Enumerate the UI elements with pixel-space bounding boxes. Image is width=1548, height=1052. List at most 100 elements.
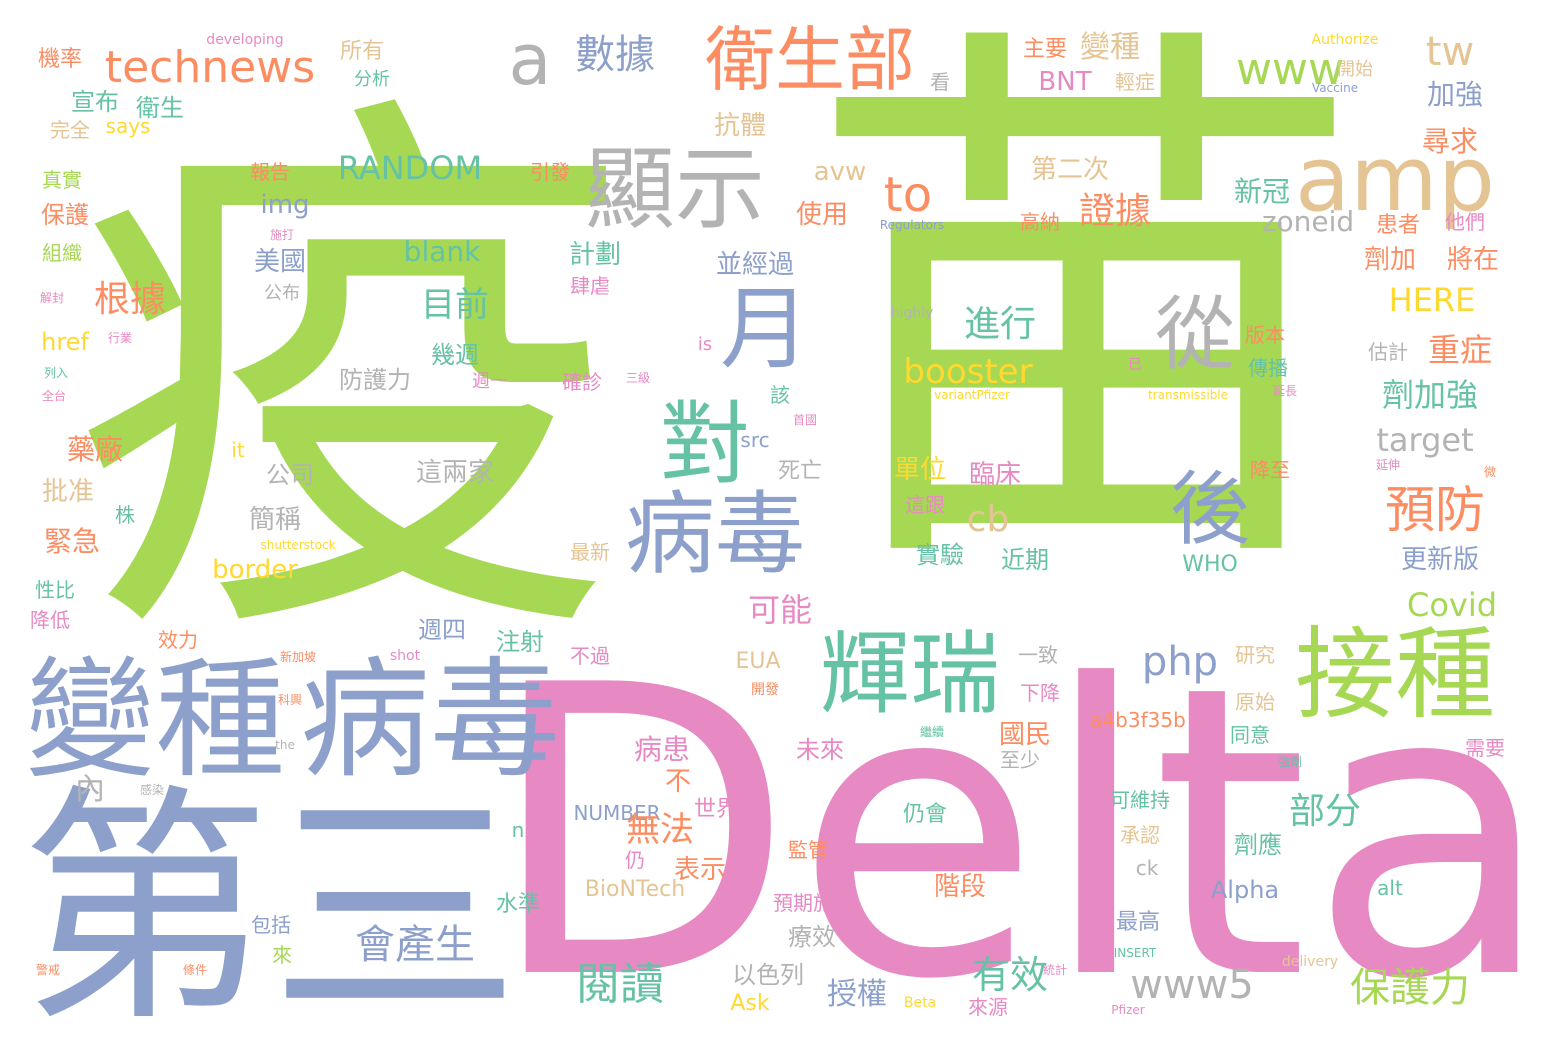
word-cjk-86: 週一 [472, 371, 508, 392]
word-cjk-55: 施打 [269, 228, 295, 242]
word-a: a [508, 19, 552, 101]
word-cjk-125: 效力 [158, 628, 198, 652]
word-ask: Ask [730, 991, 770, 1016]
word-cjk-177: 統計 [1042, 963, 1068, 977]
word-cjk-165: 階段 [933, 872, 987, 902]
word-random: RANDOM [337, 149, 483, 187]
word-cjk-122: 可能 [747, 591, 813, 629]
word-cjk-44: 第二次 [1030, 155, 1110, 185]
word-cjk-120: 性比 [35, 578, 75, 602]
word-zoneid: zoneid [1261, 205, 1355, 238]
word-cjk-162: 仍 [625, 848, 645, 872]
word-cjk-103: 臨床 [968, 460, 1022, 490]
word-alpha: Alpha [1210, 876, 1280, 904]
word-cjk-4: 變種 [24, 644, 286, 796]
word-cjk-62: 肆虐 [570, 274, 610, 298]
word-cjk-82: 已 [1128, 357, 1142, 373]
word-cjk-175: 會產生 [355, 922, 475, 968]
word-cjk-179: 條件 [182, 963, 208, 977]
word-src: src [740, 428, 770, 452]
word-cjk-171: 最高 [1115, 910, 1161, 935]
word-cjk-51: 保護 [41, 201, 89, 229]
word-cjk-127: 注射 [496, 628, 544, 656]
word-cjk-152: 部分 [1288, 791, 1362, 832]
word-shot: shot [389, 648, 421, 664]
word-cjk-150: 不 [664, 767, 692, 797]
word-cjk-48: 患者 [1375, 213, 1421, 238]
word-is: is [697, 334, 713, 355]
word-cjk-83: 列入 [43, 366, 69, 380]
word-cjk-7: 輝瑞 [820, 622, 1000, 727]
word-delivery: delivery [1281, 954, 1339, 970]
word-cjk-111: 這跟 [905, 493, 945, 517]
word-who: WHO [1182, 552, 1238, 577]
word-cjk-157: 無法 [626, 810, 694, 850]
word-cjk-80: 傳播 [1248, 356, 1288, 380]
word-cjk-131: 新加坡 [279, 650, 317, 664]
word-cjk-73: 版本 [1245, 323, 1285, 347]
word-cjk-68: 根據 [93, 279, 167, 320]
word-cjk-147: 至少 [1000, 748, 1040, 772]
word-cb: cb [966, 499, 1010, 540]
word-cjk-52: 組織 [42, 241, 82, 265]
word-cjk-85: 防護力 [339, 366, 411, 394]
word-cjk-87: 確診 [562, 370, 602, 394]
word-cjk-105: 降至 [1250, 458, 1290, 482]
word-cjk-79: 估計 [1368, 340, 1408, 364]
word-cjk-142: 國民 [998, 720, 1052, 750]
word-cjk-145: 病患 [633, 733, 691, 766]
word-cjk-94: 首國 [792, 413, 818, 427]
word-variantpfizer: variantPfizer [934, 388, 1010, 402]
word-cjk-181: 以色列 [732, 961, 804, 989]
word-cjk-66: 解封 [39, 291, 65, 305]
word-technews: technews [104, 42, 316, 93]
word-cjk-170: 預期施 [773, 891, 833, 915]
word-insert: INSERT [1113, 946, 1157, 960]
word-cjk-106: 延伸 [1375, 458, 1401, 472]
word-vaccine: Vaccine [1311, 81, 1359, 95]
word-covid: Covid [1406, 586, 1498, 624]
word-biontech: BioNTech [584, 877, 686, 902]
word-cjk-154: 世界 [693, 797, 739, 822]
word-cjk-63: 並經過 [715, 250, 795, 280]
word-cjk-3: 第三 [20, 764, 520, 1052]
word-a4b3f35b: a4b3f35b [1090, 708, 1186, 732]
word-number: NUMBER [573, 801, 661, 825]
word-cjk-9: 衛生部 [705, 19, 915, 101]
word-cjk-78: 重症 [1427, 331, 1493, 369]
word-cjk-50: 真實 [42, 168, 82, 192]
word-cjk-30: 機率 [37, 47, 83, 72]
word-cjk-161: 監管 [788, 838, 828, 862]
word-ck: ck [1135, 856, 1159, 880]
word-www5: www5 [1130, 962, 1254, 1008]
word-authorize: Authorize [1311, 32, 1379, 48]
word-cjk-11: 對 [660, 392, 750, 497]
word-cjk-49: 他們 [1445, 210, 1485, 234]
word-cjk-5: 病毒 [299, 644, 561, 796]
word-cjk-24: 輕症 [1115, 70, 1155, 94]
word-cjk-76: 幾週 [431, 341, 479, 369]
word-cjk-61: 美國 [253, 247, 307, 277]
word-cjk-31: 所有 [339, 39, 385, 64]
word-cjk-123: 降低 [30, 608, 70, 632]
word-www: www [1236, 44, 1344, 95]
word-php: php [1141, 639, 1219, 685]
word-cjk-148: 內 [75, 772, 105, 807]
word-cjk-34: 宣布 [71, 88, 119, 116]
word-alt: alt [1377, 876, 1403, 900]
word-cjk-155: 仍會 [902, 802, 948, 827]
word-cjk-128: 一致 [1018, 643, 1058, 667]
word-cjk-39: 尋求 [1421, 125, 1479, 158]
word-cjk-0: 疫 [70, 54, 630, 706]
word-cjk-116: 實驗 [916, 541, 964, 569]
word-cjk-92: 劑加強 [1381, 376, 1479, 414]
word-cjk-65: 將在 [1446, 245, 1500, 275]
word-cjk-18: 數據 [575, 32, 655, 78]
word-amp: amp [1295, 127, 1495, 232]
word-delta: Delta [486, 602, 1548, 1052]
word-cjk-126: 週四 [418, 616, 466, 644]
word-cjk-59: 高納 [1020, 210, 1060, 234]
word-cjk-185: 保護力 [1350, 965, 1470, 1011]
word-cjk-101: 死亡 [777, 459, 823, 484]
word-cjk-100: 這兩家 [415, 458, 495, 488]
